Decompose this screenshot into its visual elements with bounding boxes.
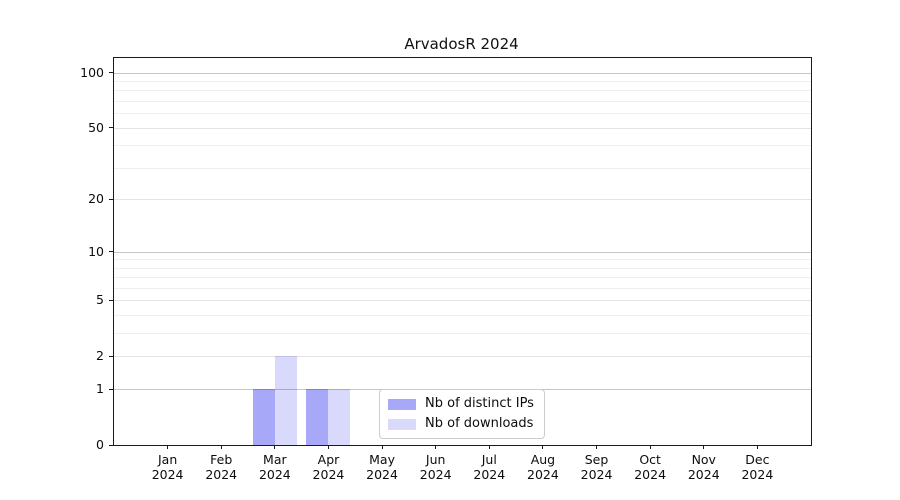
x-tick-label: Oct 2024 [618, 452, 682, 482]
x-tick-label: Jan 2024 [136, 452, 200, 482]
y-tick-mark [109, 251, 113, 252]
x-tick-year: 2024 [527, 467, 559, 482]
x-tick-year: 2024 [473, 467, 506, 482]
x-tick-month: Jan [157, 452, 178, 467]
x-tick-label: Feb 2024 [189, 452, 253, 482]
x-tick-mark [488, 445, 490, 449]
plot-area: 0 1 2 5 10 20 50 100 Jan 2024 Feb 2024 Mar 2024 Apr 20… [80, 57, 812, 482]
x-tick-year: 2024 [580, 467, 613, 482]
legend-label-downloads: Nb of downloads [425, 416, 534, 431]
gridline-minor [114, 287, 811, 289]
legend-item-downloads: Nb of downloads [388, 416, 535, 432]
legend-swatch-distinct-ips-icon [388, 398, 416, 410]
x-tick-month: Nov [691, 452, 716, 467]
y-tick-mark [109, 355, 113, 357]
y-tick-label: 1 [96, 381, 104, 397]
legend-swatch-downloads-icon [388, 418, 416, 430]
gridline-minor [114, 90, 811, 92]
x-axis: Jan 2024 Feb 2024 Mar 2024 Apr 2024 May 2024 Jun 20… [114, 58, 811, 482]
x-tick-label: Nov 2024 [672, 452, 736, 482]
bar-nb-of-downloads-apr [328, 389, 351, 445]
x-tick-month: Jun [425, 452, 446, 467]
x-tick-mark [703, 445, 705, 449]
x-tick-year: 2024 [634, 467, 667, 482]
bar-nb-of-distinct-ips-apr [306, 389, 329, 445]
x-tick-year: 2024 [366, 467, 398, 482]
x-tick-year: 2024 [205, 467, 238, 482]
bars-layer [114, 58, 811, 445]
legend-label-distinct-ips: Nb of distinct IPs [425, 396, 534, 411]
x-tick-mark [596, 445, 598, 449]
gridline-minor [114, 315, 811, 317]
gridline-20 [114, 199, 811, 201]
gridline-minor [114, 333, 811, 335]
x-tick-label: May 2024 [350, 452, 414, 482]
x-tick-label: Jul 2024 [457, 452, 521, 482]
y-tick-label: 50 [88, 119, 104, 135]
x-tick-label: Aug 2024 [511, 452, 575, 482]
gridline-minor [114, 259, 811, 261]
x-tick-label: Jun 2024 [404, 452, 468, 482]
legend: Nb of distinct IPs Nb of downloads [379, 389, 545, 439]
x-tick-year: 2024 [741, 467, 774, 482]
x-tick-month: Feb [210, 452, 233, 467]
y-tick-mark [109, 388, 113, 390]
gridline-50 [114, 127, 811, 129]
y-tick-label: 2 [96, 348, 104, 364]
x-tick-mark [381, 445, 383, 449]
x-tick-label: Apr 2024 [296, 452, 360, 482]
gridline-minor [114, 277, 811, 279]
x-tick-year: 2024 [419, 467, 452, 482]
bar-nb-of-downloads-mar [274, 356, 297, 445]
x-tick-year: 2024 [312, 467, 345, 482]
gridline-100 [114, 72, 811, 74]
x-tick-year: 2024 [151, 467, 184, 482]
x-tick-month: Mar [263, 452, 287, 467]
y-tick-label: 10 [88, 243, 104, 259]
gridline-2 [114, 356, 811, 358]
y-tick-label: 0 [96, 437, 104, 452]
x-tick-label: Mar 2024 [243, 452, 307, 482]
y-tick-label: 100 [80, 64, 104, 80]
x-tick-month: Jul [481, 452, 497, 467]
gridline-minor [114, 113, 811, 115]
y-tick-mark [109, 127, 113, 129]
x-tick-mark [274, 445, 276, 449]
legend-item-distinct-ips: Nb of distinct IPs [388, 396, 535, 412]
gridline-minor [114, 167, 811, 169]
x-tick-label: Sep 2024 [565, 452, 629, 482]
gridline-10 [114, 251, 811, 253]
gridline-5 [114, 300, 811, 302]
x-tick-mark [649, 445, 651, 449]
x-tick-month: Dec [745, 452, 770, 467]
x-tick-month: Apr [317, 452, 340, 467]
y-tick-label: 20 [88, 191, 104, 207]
gridline-minor [114, 267, 811, 269]
x-tick-year: 2024 [258, 467, 291, 482]
y-tick-mark [109, 444, 113, 446]
x-tick-label: Dec 2024 [725, 452, 789, 482]
chart-title: ArvadosR 2024 [404, 35, 519, 53]
x-tick-month: Sep [584, 452, 609, 467]
x-tick-mark [167, 445, 169, 449]
y-tick-mark [109, 299, 113, 301]
x-tick-month: May [369, 452, 395, 467]
y-tick-mark [109, 72, 113, 74]
y-tick-label: 5 [96, 292, 104, 308]
gridline-minor [114, 101, 811, 103]
x-tick-mark [435, 445, 437, 449]
x-tick-mark [220, 445, 222, 449]
y-tick-mark [109, 198, 113, 200]
x-tick-mark [542, 445, 544, 449]
gridline-minor [114, 80, 811, 82]
x-tick-mark [327, 445, 329, 449]
y-axis: 0 1 2 5 10 20 50 100 [80, 58, 811, 452]
gridline-minor [114, 145, 811, 147]
x-tick-mark [756, 445, 758, 449]
x-tick-month: Oct [639, 452, 661, 467]
bar-nb-of-distinct-ips-mar [252, 389, 275, 445]
x-tick-year: 2024 [687, 467, 720, 482]
x-tick-month: Aug [530, 452, 556, 467]
